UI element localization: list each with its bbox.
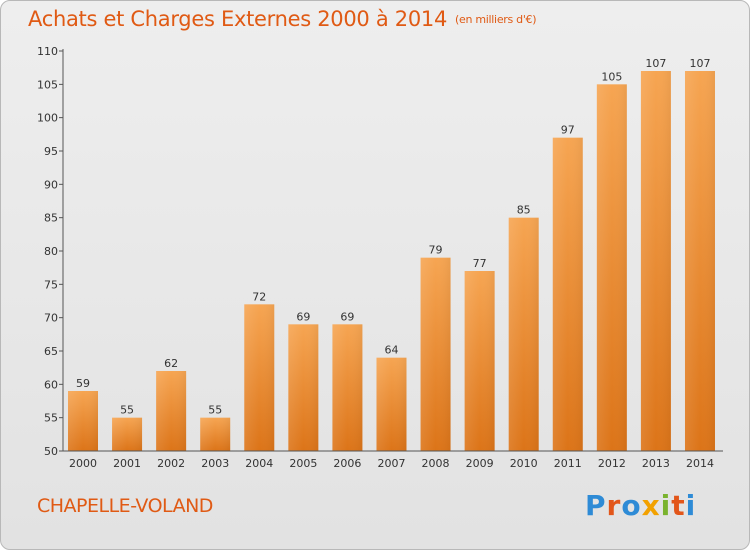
- x-tick-label-2007: 2007: [377, 457, 405, 470]
- data-label-2012: 105: [601, 70, 622, 83]
- data-label-2000: 59: [76, 377, 90, 390]
- logo-letter: x: [641, 489, 661, 522]
- bar-shine-2005: [288, 324, 319, 451]
- x-tick-label-2013: 2013: [642, 457, 670, 470]
- data-label-2004: 72: [252, 290, 266, 303]
- y-tick-label-80: 80: [44, 245, 58, 258]
- data-label-2009: 77: [473, 257, 487, 270]
- bars-layer: 59 55 62 55 72 69 69 64 79 77 85 97 105 107 107: [68, 57, 715, 451]
- y-tick-label-105: 105: [37, 78, 58, 91]
- proxiti-logo[interactable]: Proxiti: [585, 489, 696, 522]
- x-tick-label-2010: 2010: [510, 457, 538, 470]
- x-tick-label-2011: 2011: [554, 457, 582, 470]
- bar-shine-2002: [156, 371, 187, 451]
- y-tick-label-55: 55: [44, 412, 58, 425]
- y-tick-label-85: 85: [44, 212, 58, 225]
- x-tick-label-2005: 2005: [289, 457, 317, 470]
- bar-shine-2012: [596, 84, 627, 451]
- logo-letter: o: [621, 489, 642, 522]
- bar-shine-2010: [508, 217, 539, 451]
- chart-title-text: Achats et Charges Externes 2000 à 2014: [28, 7, 448, 31]
- y-tick-label-60: 60: [44, 378, 58, 391]
- data-label-2011: 97: [561, 124, 575, 137]
- x-tick-label-2001: 2001: [113, 457, 141, 470]
- bar-shine-2014: [684, 71, 715, 451]
- bar-shine-2011: [552, 137, 583, 451]
- x-tick-label-2003: 2003: [201, 457, 229, 470]
- x-tick-label-2002: 2002: [157, 457, 185, 470]
- data-label-2006: 69: [340, 310, 354, 323]
- bar-shine-2001: [112, 417, 143, 451]
- x-tick-label-2014: 2014: [686, 457, 714, 470]
- bar-shine-2003: [200, 417, 231, 451]
- bar-shine-2006: [332, 324, 363, 451]
- y-tick-label-70: 70: [44, 312, 58, 325]
- data-label-2010: 85: [517, 204, 531, 217]
- bar-shine-2007: [376, 357, 407, 451]
- y-tick-label-75: 75: [44, 278, 58, 291]
- bar-shine-2004: [244, 304, 275, 451]
- commune-name: CHAPELLE-VOLAND: [37, 495, 213, 517]
- y-tick-label-95: 95: [44, 145, 58, 158]
- data-label-2013: 107: [645, 57, 666, 70]
- x-tick-label-2000: 2000: [69, 457, 97, 470]
- data-label-2007: 64: [384, 344, 398, 357]
- y-tick-label-65: 65: [44, 345, 58, 358]
- chart-subtitle: (en milliers d'€): [455, 13, 537, 26]
- data-label-2003: 55: [208, 404, 222, 417]
- y-tick-label-110: 110: [37, 45, 58, 58]
- logo-letter: i: [660, 489, 672, 522]
- logo-letter: i: [685, 489, 697, 522]
- y-tick-label-50: 50: [44, 445, 58, 458]
- logo-letter: P: [585, 489, 607, 522]
- data-label-2014: 107: [689, 57, 710, 70]
- bar-shine-2008: [420, 257, 451, 451]
- bar-shine-2000: [68, 391, 98, 451]
- logo-letter: r: [606, 489, 622, 522]
- data-label-2001: 55: [120, 404, 134, 417]
- data-label-2008: 79: [429, 244, 443, 257]
- axis-layer: 2000 2001 2002 2003 2004 2005 2006 2007 2008 2009…: [37, 45, 723, 470]
- x-tick-label-2008: 2008: [422, 457, 450, 470]
- bar-shine-2009: [464, 271, 495, 451]
- x-tick-label-2012: 2012: [598, 457, 626, 470]
- y-tick-label-90: 90: [44, 178, 58, 191]
- logo-letter: t: [671, 489, 686, 522]
- x-tick-label-2006: 2006: [333, 457, 361, 470]
- data-label-2005: 69: [296, 310, 310, 323]
- chart-title: Achats et Charges Externes 2000 à 2014 (e…: [28, 7, 537, 31]
- y-tick-label-100: 100: [37, 112, 58, 125]
- x-tick-label-2009: 2009: [466, 457, 494, 470]
- bar-shine-2013: [640, 71, 671, 451]
- data-label-2002: 62: [164, 357, 178, 370]
- x-tick-label-2004: 2004: [245, 457, 273, 470]
